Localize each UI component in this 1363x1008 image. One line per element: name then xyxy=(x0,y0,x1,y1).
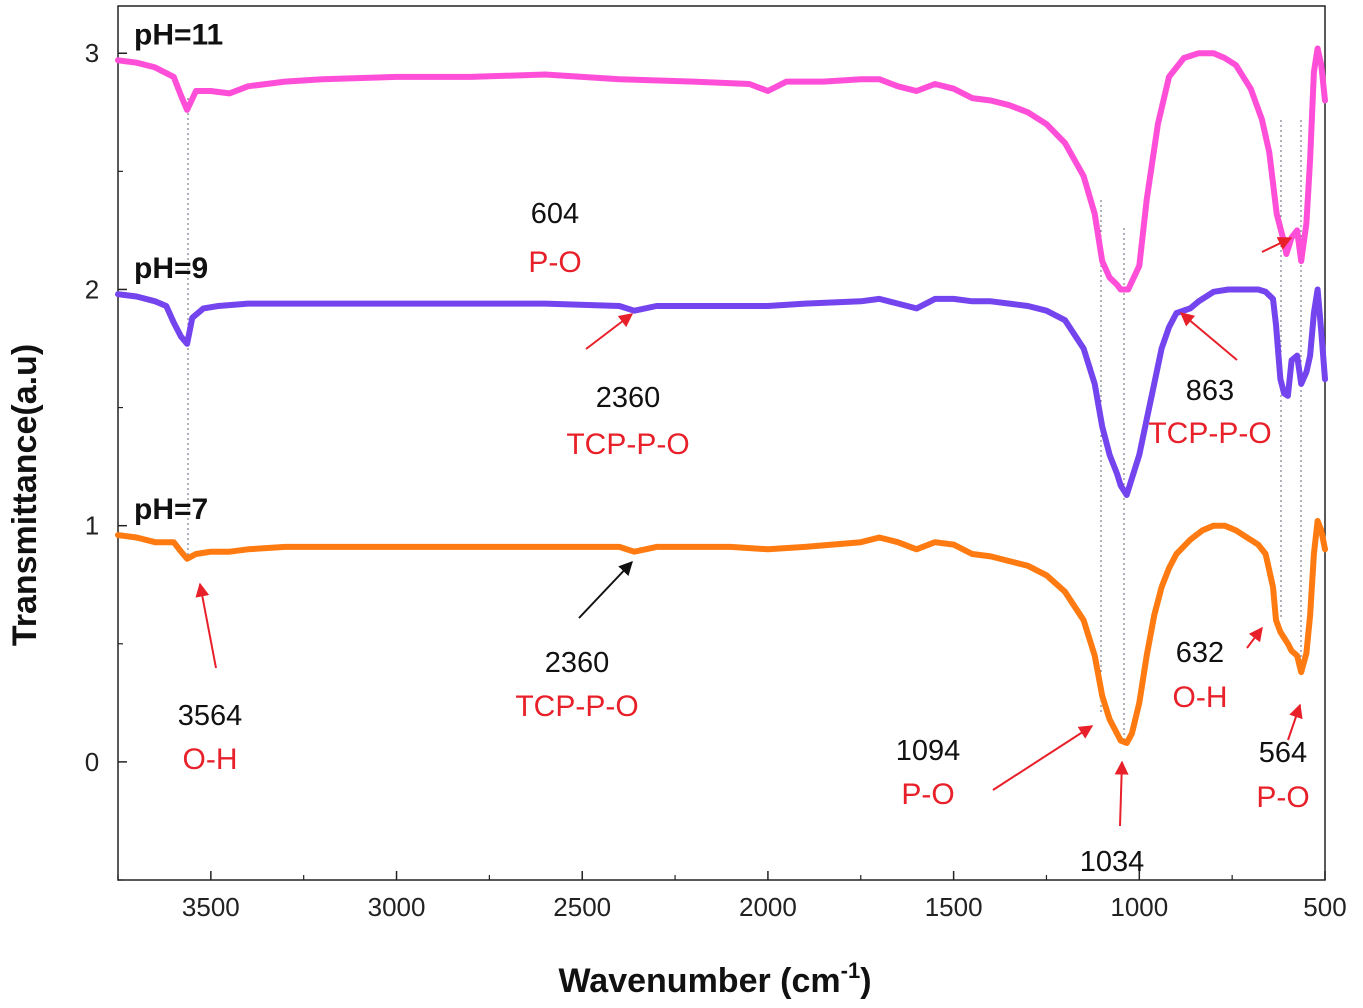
annotation-arrow-5 xyxy=(195,582,217,669)
x-axis-title-main: Wavenumber (cm xyxy=(558,962,840,1000)
annotation-arrow-7 xyxy=(1287,703,1303,741)
annotation-label-4: O-H xyxy=(1173,681,1228,714)
series-line-2 xyxy=(115,518,1328,746)
axes-layer: 3500 3000 2500 2000 1500 1000 500 0 1 2 3 xyxy=(85,38,1347,922)
annotation-arrow-2 xyxy=(1179,312,1238,361)
annotation-arrow-6 xyxy=(992,725,1094,791)
series-line-1 xyxy=(115,286,1328,498)
series-label-1: pH=9 xyxy=(134,252,208,285)
x-tick-label-1: 3000 xyxy=(368,892,426,922)
y-tick-label-0: 0 xyxy=(85,747,99,777)
x-axis-title-sup: -1 xyxy=(841,958,861,983)
series-label-2: pH=7 xyxy=(134,493,208,526)
annotation-number-8: 1034 xyxy=(1080,846,1145,878)
series-label-0: pH=11 xyxy=(134,18,223,51)
series-line-0 xyxy=(115,45,1328,293)
annotation-arrow-1 xyxy=(585,313,634,350)
annotation-label-7: P-O xyxy=(1256,781,1309,814)
annotation-number-5: 3564 xyxy=(178,700,243,732)
x-tick-label-2: 2500 xyxy=(553,892,611,922)
y-tick-label-3: 3 xyxy=(85,38,99,68)
annotation-label-0: P-O xyxy=(528,246,581,279)
x-tick-label-5: 1000 xyxy=(1110,892,1168,922)
annotation-label-2: TCP-P-O xyxy=(1148,417,1271,450)
series-layer: pH=11 pH=9 pH=7 xyxy=(115,18,1328,746)
guide-lines xyxy=(187,98,1302,745)
annotation-number-6: 1094 xyxy=(896,735,961,767)
annotation-number-4: 632 xyxy=(1176,637,1224,669)
annotation-label-5: O-H xyxy=(183,743,238,776)
plot-area xyxy=(117,5,1326,881)
x-axis-title: Wavenumber (cm-1) xyxy=(558,958,871,1000)
annotation-arrow-8 xyxy=(1114,760,1129,827)
annotation-arrow-4 xyxy=(1246,626,1263,649)
annotation-number-3: 2360 xyxy=(545,647,610,679)
annotation-arrow-3 xyxy=(578,560,633,619)
x-tick-label-6: 500 xyxy=(1303,892,1346,922)
x-tick-label-4: 1500 xyxy=(925,892,983,922)
annotation-number-0: 604 xyxy=(531,198,579,230)
x-tick-label-3: 2000 xyxy=(739,892,797,922)
annotation-label-3: TCP-P-O xyxy=(515,690,638,723)
annotations-layer: 604 P-O 2360 TCP-P-O 863 TCP-P-O 2360 TCP-P-O 63… xyxy=(178,198,1310,878)
annotation-number-7: 564 xyxy=(1259,737,1307,769)
y-tick-label-2: 2 xyxy=(85,274,99,304)
annotation-number-1: 2360 xyxy=(596,382,661,414)
annotation-arrow-0 xyxy=(1261,237,1293,253)
y-axis-title: Transmittance(a.u) xyxy=(6,344,44,646)
annotation-label-6: P-O xyxy=(901,778,954,811)
x-axis-title-close: ) xyxy=(860,962,871,1000)
y-tick-label-1: 1 xyxy=(85,511,99,541)
annotation-label-1: TCP-P-O xyxy=(566,428,689,461)
x-tick-label-0: 3500 xyxy=(182,892,240,922)
annotation-number-2: 863 xyxy=(1186,375,1234,407)
